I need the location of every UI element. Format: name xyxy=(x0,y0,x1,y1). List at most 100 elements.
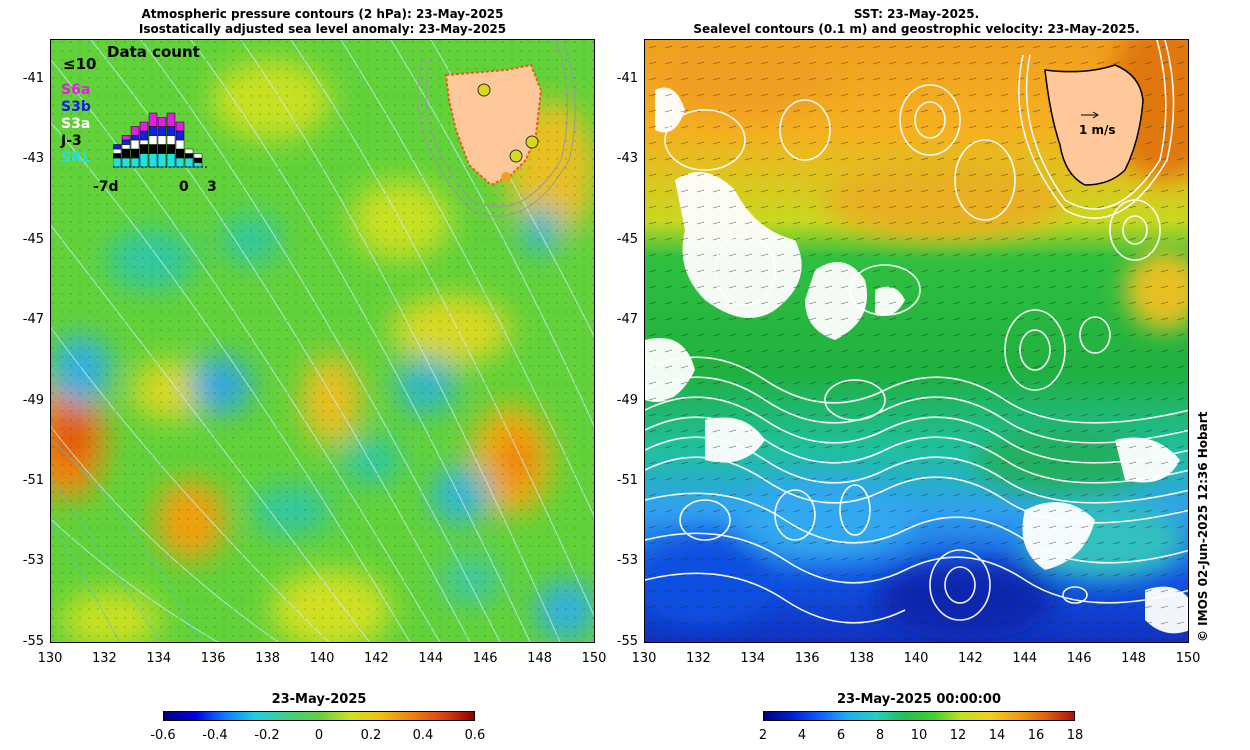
sst-map-graphic xyxy=(645,40,1188,642)
x-tick-right: 142 xyxy=(957,651,983,666)
x-tick-left: 138 xyxy=(255,651,280,666)
data-count-bar-segment xyxy=(139,130,149,141)
data-count-bar-segment xyxy=(113,157,122,168)
data-count-bar-segment xyxy=(166,126,176,136)
data-count-bar-segment xyxy=(193,157,203,163)
legend-srl: SRL xyxy=(61,150,91,166)
x-tick-right: 144 xyxy=(1012,651,1038,666)
data-count-bar-segment xyxy=(139,139,149,145)
data-count-bar-segment xyxy=(113,153,122,159)
data-count-bar-segment xyxy=(184,157,194,168)
x-tick-left: 130 xyxy=(37,651,63,666)
data-count-bar-segment xyxy=(130,135,140,141)
data-count-bar-segment xyxy=(121,157,131,168)
data-count-bar-segment xyxy=(175,148,185,159)
left-colorbar xyxy=(163,711,475,721)
data-count-bar-segment xyxy=(166,144,176,154)
data-count-bar-segment xyxy=(166,135,176,145)
x-tick-left: 136 xyxy=(200,651,226,666)
right-colorbar-tick: 6 xyxy=(836,728,846,743)
data-count-bar-segment xyxy=(157,153,167,168)
data-count-bar-segment xyxy=(157,144,167,154)
tasmania-landmass-sst xyxy=(1018,40,1175,219)
inset-max-label: ≤10 xyxy=(63,55,97,73)
y-tick-left: -45 xyxy=(22,231,44,247)
data-count-bar-segment xyxy=(113,144,122,150)
inset-xlabel-start: -7d xyxy=(93,179,119,195)
y-tick-right: -53 xyxy=(616,553,638,569)
data-count-bar-segment xyxy=(166,112,176,127)
right-colorbar-title: 23-May-2025 00:00:00 xyxy=(836,692,1002,707)
left-colorbar-tick: 0.6 xyxy=(464,728,486,743)
data-count-bar-segment xyxy=(130,148,140,159)
data-count-bar-segment xyxy=(184,148,194,154)
tasmania-landmass xyxy=(417,40,576,217)
x-tick-right: 146 xyxy=(1066,651,1092,666)
x-tick-left: 146 xyxy=(472,651,498,666)
legend-j3: J-3 xyxy=(61,133,82,149)
data-count-bar-segment xyxy=(175,157,185,168)
y-tick-left: -55 xyxy=(22,633,44,649)
x-tick-left: 132 xyxy=(91,651,117,666)
data-count-bar-segment xyxy=(148,112,158,127)
x-tick-right: 130 xyxy=(631,651,657,666)
x-tick-right: 150 xyxy=(1175,651,1201,666)
copyright-label: © IMOS 02-Jun-2025 12:36 Hobart xyxy=(1196,411,1210,642)
data-count-bar-segment xyxy=(130,126,140,136)
velocity-scale-label: 1 m/s xyxy=(1079,123,1116,137)
y-tick-left: -49 xyxy=(22,392,44,408)
data-count-bar-segment xyxy=(139,121,149,132)
data-count-bar-segment xyxy=(193,162,203,168)
data-count-bars xyxy=(113,112,208,168)
y-tick-right: -41 xyxy=(616,71,638,86)
data-count-bar-segment xyxy=(148,135,158,145)
left-colorbar-tick: 0.2 xyxy=(360,728,382,743)
data-count-bar-segment xyxy=(148,144,158,154)
data-count-bar-segment xyxy=(175,130,185,141)
data-count-bar-segment xyxy=(148,126,158,136)
data-count-bar-segment xyxy=(175,139,185,150)
x-tick-left: 140 xyxy=(309,651,335,666)
left-colorbar-title: 23-May-2025 xyxy=(271,692,367,707)
data-count-bar-segment xyxy=(130,157,140,168)
y-tick-right: -45 xyxy=(616,231,638,247)
left-title-line1: Atmospheric pressure contours (2 hPa): 2… xyxy=(141,7,504,21)
left-colorbar-tick: 0.4 xyxy=(412,728,434,743)
legend-s3a: S3a xyxy=(61,116,91,132)
x-tick-left: 142 xyxy=(363,651,389,666)
y-tick-left: -51 xyxy=(22,473,44,488)
x-tick-right: 132 xyxy=(685,651,711,666)
data-count-bar-segment xyxy=(130,139,140,150)
y-tick-left: -53 xyxy=(22,553,44,569)
left-colorbar-tick: -0.4 xyxy=(202,728,228,743)
right-title-line2: Sealevel contours (0.1 m) and geostrophi… xyxy=(693,22,1140,36)
data-count-bar-segment xyxy=(121,148,131,159)
data-count-bar-segment xyxy=(121,144,131,150)
y-tick-left: -43 xyxy=(22,151,44,167)
data-count-bar-segment xyxy=(193,153,203,159)
left-title-line2: Isostatically adjusted sea level anomaly… xyxy=(138,22,507,36)
right-colorbar xyxy=(763,711,1075,721)
sst-map[interactable]: 1 m/s xyxy=(644,39,1189,643)
data-count-bar-segment xyxy=(166,153,176,168)
y-tick-right: -55 xyxy=(616,633,638,649)
x-tick-left: 148 xyxy=(527,651,552,666)
y-tick-right: -51 xyxy=(616,473,638,488)
inset-xlabel-end: 3 xyxy=(207,179,217,195)
sla-map[interactable]: Data count ≤10 S6a S3b S3a J-3 SRL -7d 0… xyxy=(50,39,595,643)
data-count-bar-segment xyxy=(139,144,149,154)
left-colorbar-tick: -0.6 xyxy=(150,728,176,743)
data-count-bar-segment xyxy=(175,121,185,132)
y-tick-right: -49 xyxy=(616,392,638,408)
left-colorbar-tick: 0 xyxy=(314,728,324,743)
right-colorbar-tick: 10 xyxy=(910,728,928,743)
x-tick-right: 136 xyxy=(794,651,820,666)
x-tick-left: 134 xyxy=(146,651,172,666)
legend-s6a: S6a xyxy=(61,82,91,98)
x-tick-right: 134 xyxy=(740,651,766,666)
x-tick-left: 150 xyxy=(581,651,607,666)
y-tick-right: -43 xyxy=(616,151,638,167)
x-tick-left: 144 xyxy=(418,651,444,666)
right-colorbar-tick: 4 xyxy=(797,728,807,743)
x-tick-right: 148 xyxy=(1121,651,1146,666)
